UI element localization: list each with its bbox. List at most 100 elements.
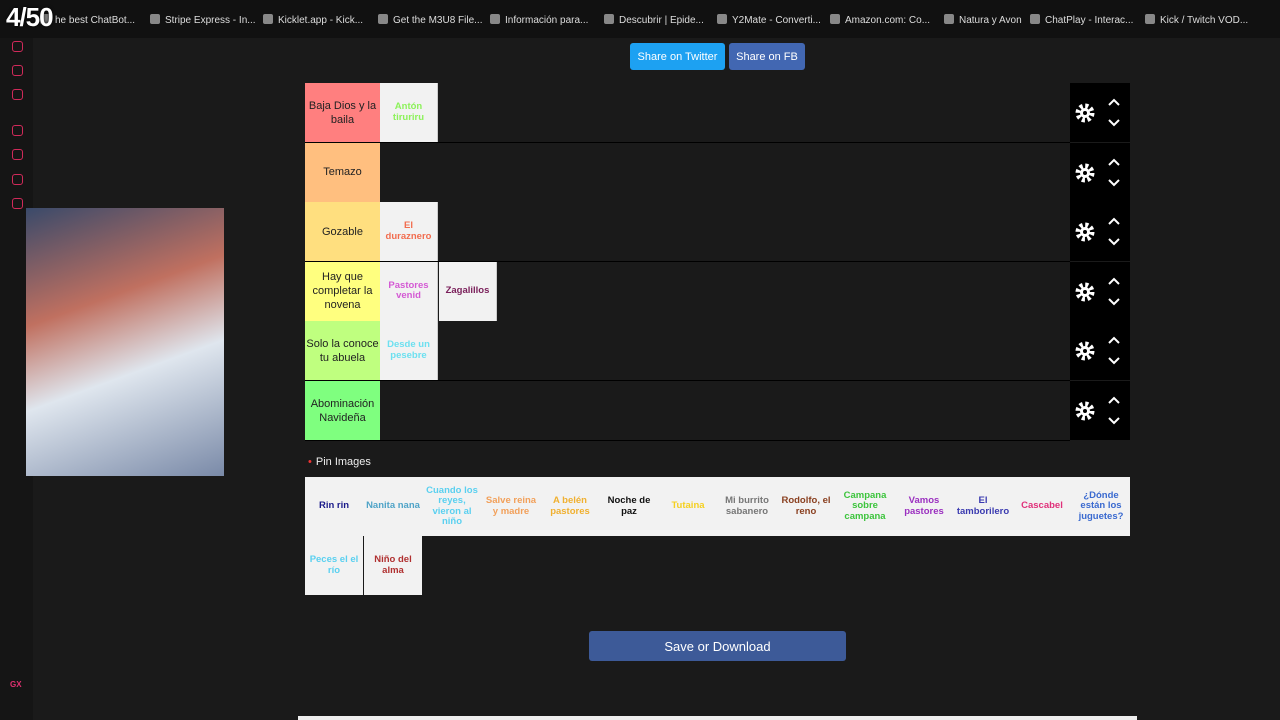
pool-item[interactable]: Tutaina	[659, 477, 717, 536]
sidebar-icon[interactable]	[12, 125, 23, 136]
bookmark-icon	[490, 14, 500, 24]
pool-item[interactable]: Campana sobre campana	[836, 477, 894, 536]
bookmark[interactable]: Amazon.com: Co...	[830, 14, 930, 26]
bookmark[interactable]: Y2Mate - Converti...	[717, 14, 821, 26]
sidebar: GX	[0, 38, 33, 720]
pool-item[interactable]: Rodolfo, el reno	[777, 477, 835, 536]
gear-hole	[1083, 349, 1087, 354]
bookmark[interactable]: Descubrir | Epide...	[604, 14, 704, 26]
pool-item[interactable]: Cuando los reyes, vieron al niño	[423, 477, 481, 536]
tier-controls	[1070, 321, 1130, 381]
gear-hole	[1083, 409, 1087, 413]
move-up[interactable]	[1108, 336, 1120, 345]
sidebar-icon[interactable]	[12, 65, 23, 76]
gear-icon[interactable]	[1075, 401, 1095, 421]
tier-label: Temazo	[305, 142, 380, 202]
move-down[interactable]	[1108, 357, 1120, 365]
control-icons[interactable]	[1070, 262, 1130, 321]
tier-row: Gozable El duraznero	[305, 202, 1070, 263]
gear-hole	[1083, 170, 1087, 175]
bookmark[interactable]: he best ChatBot...	[40, 14, 135, 26]
bookmark[interactable]: Get the M3U8 File...	[378, 14, 482, 26]
share-twitter[interactable]: Share on Twitter	[630, 43, 725, 70]
gear-icon[interactable]	[1075, 103, 1095, 123]
gear-icon[interactable]	[1075, 222, 1095, 242]
control-icons[interactable]	[1070, 83, 1130, 142]
tier-controls	[1070, 202, 1130, 262]
bookmark-icon	[604, 14, 614, 24]
move-up[interactable]	[1108, 217, 1120, 225]
pool-item[interactable]: Peces el el río	[305, 536, 363, 595]
tier-row: Abominación Navideña	[305, 381, 1070, 441]
tier-row: Baja Dios y la baila Antón tiruriru	[305, 83, 1070, 143]
move-down[interactable]	[1108, 119, 1120, 127]
gear-hole	[1083, 230, 1087, 235]
bookmark-label: Kicklet.app - Kick...	[278, 15, 364, 26]
bookmarks-bar: he best ChatBot... Stripe Express - In...…	[0, 0, 1280, 38]
bookmark-icon	[830, 14, 840, 24]
bookmark-icon	[944, 14, 954, 24]
bookmark-label: Get the M3U8 File...	[393, 15, 483, 26]
bookmark[interactable]: Información para...	[490, 14, 588, 26]
tier-row: Hay que completar la novena Pastores veni…	[305, 261, 1070, 322]
gear-icon[interactable]	[1075, 163, 1095, 183]
tier-controls	[1070, 142, 1130, 202]
tier-item[interactable]: Antón tiruriru	[380, 83, 438, 142]
control-icons[interactable]	[1070, 202, 1130, 261]
tier-item[interactable]: Desde un pesebre	[380, 321, 438, 381]
bookmark[interactable]: Kick / Twitch VOD...	[1145, 14, 1248, 26]
pool-item[interactable]: A belén pastores	[541, 477, 599, 536]
tier-row: Temazo	[305, 142, 1070, 203]
sidebar-icon[interactable]	[12, 198, 23, 209]
pool-item[interactable]: Noche de paz	[600, 477, 658, 536]
pool-item[interactable]: El tamborilero	[954, 477, 1012, 536]
bookmark[interactable]: ChatPlay - Interac...	[1030, 14, 1133, 26]
pool-item[interactable]: Vamos pastores	[895, 477, 953, 536]
counter-overlay: 4/50	[6, 2, 54, 32]
pool-item[interactable]: Niño del alma	[364, 536, 422, 595]
sidebar-badge: GX	[10, 680, 22, 689]
tier-item[interactable]: Zagalillos	[439, 261, 497, 321]
bookmark-label: Y2Mate - Converti...	[732, 15, 821, 26]
move-up[interactable]	[1108, 98, 1120, 106]
move-down[interactable]	[1108, 417, 1120, 425]
tier-row: Solo la conoce tu abuela Desde un pesebre	[305, 321, 1070, 382]
tier-item[interactable]: Pastores venid	[380, 261, 438, 321]
pool-item[interactable]: Salve reina y madre	[482, 477, 540, 536]
control-icons[interactable]	[1070, 321, 1130, 380]
tier-label: Hay que completar la novena	[305, 261, 380, 321]
move-up[interactable]	[1108, 158, 1120, 166]
tier-controls	[1070, 83, 1130, 142]
share-facebook[interactable]: Share on FB	[729, 43, 805, 70]
pin-images[interactable]: • Pin Images	[308, 456, 371, 468]
bookmark[interactable]: Natura y Avon	[944, 14, 1022, 26]
tier-item[interactable]: El duraznero	[380, 202, 438, 262]
sidebar-icon[interactable]	[12, 174, 23, 185]
bookmark-label: Descubrir | Epide...	[619, 15, 704, 26]
pool-item[interactable]: Mi burrito sabanero	[718, 477, 776, 536]
gear-icon[interactable]	[1075, 341, 1095, 361]
move-down[interactable]	[1108, 178, 1120, 187]
pool-item[interactable]: Rin rin	[305, 477, 363, 536]
pool-item[interactable]: Cascabel	[1013, 477, 1071, 536]
tier-label: Baja Dios y la baila	[305, 83, 380, 142]
control-icons[interactable]	[1070, 143, 1130, 202]
sidebar-icon[interactable]	[12, 149, 23, 160]
gear-icon[interactable]	[1075, 282, 1095, 302]
pool-item[interactable]: Nanita nana	[364, 477, 422, 536]
scrollbar	[298, 716, 1137, 720]
control-icons[interactable]	[1070, 381, 1130, 440]
bookmark[interactable]: Stripe Express - In...	[150, 14, 256, 26]
bookmark-label: Natura y Avon	[959, 15, 1022, 26]
move-up[interactable]	[1108, 277, 1120, 285]
sidebar-icon[interactable]	[12, 89, 23, 100]
move-down[interactable]	[1108, 238, 1120, 246]
bookmark[interactable]: Kicklet.app - Kick...	[263, 14, 363, 26]
save-button[interactable]: Save or Download	[589, 631, 846, 661]
bookmark-icon	[40, 14, 50, 24]
bookmark-icon	[717, 14, 727, 24]
sidebar-icon[interactable]	[12, 41, 23, 52]
move-up[interactable]	[1108, 396, 1120, 404]
pool-item[interactable]: ¿Dónde están los juguetes?	[1072, 477, 1130, 536]
move-down[interactable]	[1108, 298, 1120, 306]
